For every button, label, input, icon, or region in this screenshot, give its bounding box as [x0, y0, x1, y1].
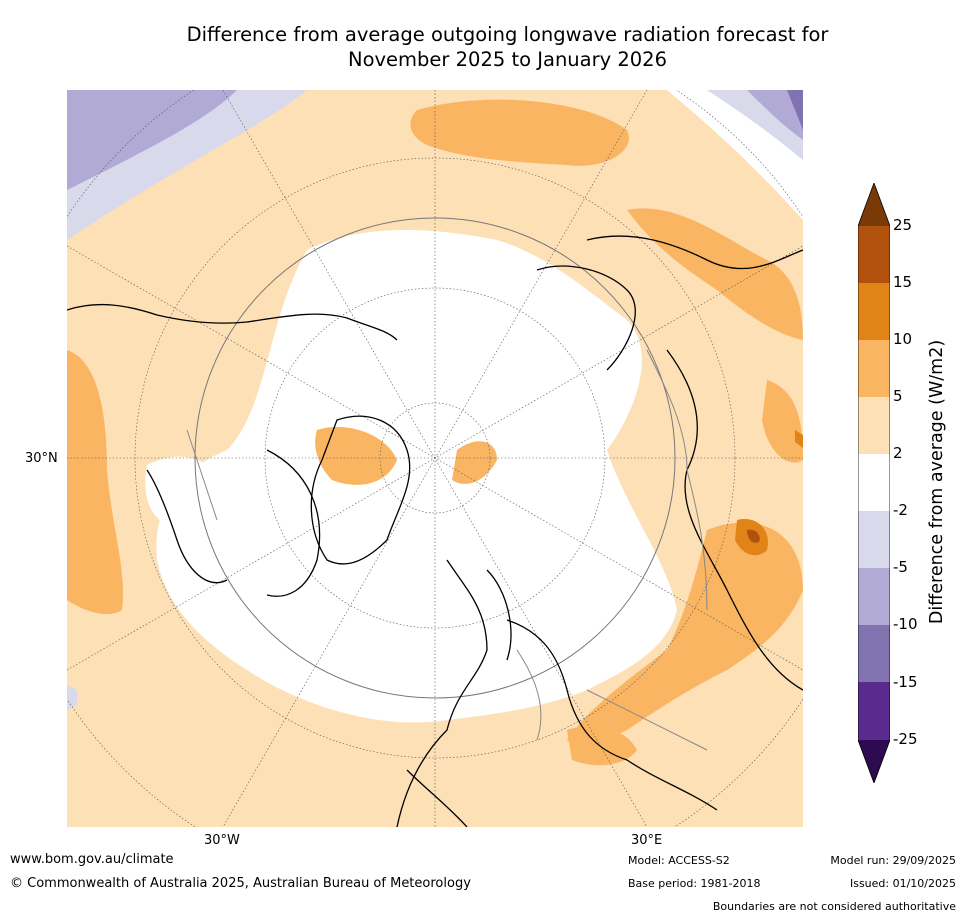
colorbar-tick-m5: -5 [893, 558, 908, 576]
colorbar-tick-15: 15 [893, 273, 913, 291]
anomaly-neutral-westcoast [145, 456, 218, 526]
graticule [67, 90, 803, 827]
website-link[interactable]: www.bom.gov.au/climate [10, 852, 174, 867]
disclaimer-text: Boundaries are not considered authoritat… [712, 900, 956, 913]
lon-label-30e: 30°E [631, 833, 663, 848]
model-text: Model: ACCESS-S2 [628, 854, 730, 867]
copyright-text: © Commonwealth of Australia 2025, Austra… [10, 876, 471, 891]
anomaly-5-to-10-east [762, 380, 803, 463]
anomaly-5-to-10-arctic [452, 441, 497, 484]
anomaly-minus10-region [67, 90, 237, 190]
colorbar-tick-m15: -15 [893, 673, 918, 691]
colorbar-tick-5: 5 [893, 387, 903, 405]
model-run-text: Model run: 29/09/2025 [830, 854, 956, 867]
colorbar-band-m10-m5 [858, 568, 890, 625]
anomaly-minus5-region-sw [67, 685, 77, 710]
colorbar-band-5-10 [858, 340, 890, 397]
anomaly-15-to-25-spot [747, 529, 760, 543]
anomaly-5-to-10-west [67, 350, 124, 615]
anomaly-5-to-10-siberia [627, 208, 803, 340]
colorbar-band-m25-m15 [858, 682, 890, 740]
title-line-1: Difference from average outgoing longwav… [186, 23, 829, 46]
anomaly-5-to-10-asia [567, 522, 803, 746]
base-period-text: Base period: 1981-2018 [628, 877, 761, 890]
coastlines [67, 235, 803, 827]
colorbar-band-m15-m10 [858, 625, 890, 682]
anomaly-minus10-region-ne [747, 90, 803, 140]
colorbar-tick-m10: -10 [893, 615, 918, 633]
lon-label-30w: 30°W [204, 833, 240, 848]
borders [186, 349, 708, 751]
colorbar-band-10-15 [858, 283, 890, 340]
colorbar-tick-25: 25 [893, 216, 913, 234]
anomaly-neutral-central [156, 230, 677, 723]
colorbar-tick-10: 10 [893, 330, 913, 348]
anomaly-minus15-region-ne [787, 90, 803, 130]
title-line-2: November 2025 to January 2026 [348, 48, 667, 71]
issued-text: Issued: 01/10/2025 [849, 877, 956, 890]
anomaly-5-to-10-arctic-canada [315, 426, 397, 485]
colorbar-tick-m2: -2 [893, 501, 908, 519]
colorbar-under-arrow [858, 740, 890, 783]
colorbar [858, 183, 890, 783]
anomaly-10-to-15-edge [795, 430, 803, 448]
colorbar-band-15-25 [858, 226, 890, 283]
colorbar-band-m5-m2 [858, 511, 890, 568]
colorbar-tick-2: 2 [893, 444, 903, 462]
colorbar-label: Difference from average (W/m2) [927, 339, 947, 625]
lat-label-30n: 30°N [25, 451, 58, 466]
colorbar-band-2-5 [858, 397, 890, 454]
chart-title: Difference from average outgoing longwav… [100, 22, 915, 72]
colorbar-over-arrow [858, 183, 890, 226]
anomaly-5-to-10-pacific [410, 99, 629, 166]
anomaly-5-to-10-mideast [567, 726, 637, 766]
colorbar-tick-m25: -25 [893, 730, 918, 748]
colorbar-band-neutral [858, 454, 890, 511]
circle-30n [194, 217, 676, 699]
polar-map [67, 90, 803, 827]
